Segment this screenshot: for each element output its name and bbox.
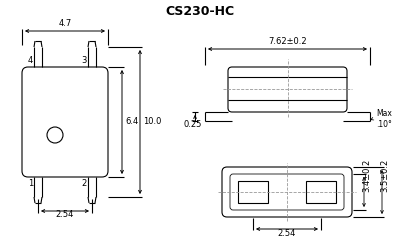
Text: CS230-HC: CS230-HC	[166, 5, 234, 18]
Text: 2.54: 2.54	[56, 210, 74, 219]
FancyBboxPatch shape	[222, 167, 352, 217]
Text: 3.5±0.2: 3.5±0.2	[380, 159, 390, 192]
FancyBboxPatch shape	[230, 174, 344, 210]
FancyBboxPatch shape	[22, 67, 108, 177]
Text: 0.25: 0.25	[184, 120, 202, 129]
Text: 7.62±0.2: 7.62±0.2	[268, 37, 307, 46]
Text: 2.54: 2.54	[278, 229, 296, 238]
FancyBboxPatch shape	[228, 67, 347, 112]
Text: 6.4: 6.4	[125, 118, 138, 126]
Bar	[238, 181, 268, 203]
Text: 2: 2	[82, 179, 87, 188]
Text: 1: 1	[28, 179, 33, 188]
Bar	[306, 181, 336, 203]
Text: 3: 3	[82, 56, 87, 65]
Text: Max
.10°: Max .10°	[376, 109, 392, 129]
Text: 10.0: 10.0	[143, 118, 161, 126]
Text: 4: 4	[28, 56, 33, 65]
Text: 3.4±0.2: 3.4±0.2	[362, 159, 372, 192]
Text: 4.7: 4.7	[58, 19, 72, 28]
